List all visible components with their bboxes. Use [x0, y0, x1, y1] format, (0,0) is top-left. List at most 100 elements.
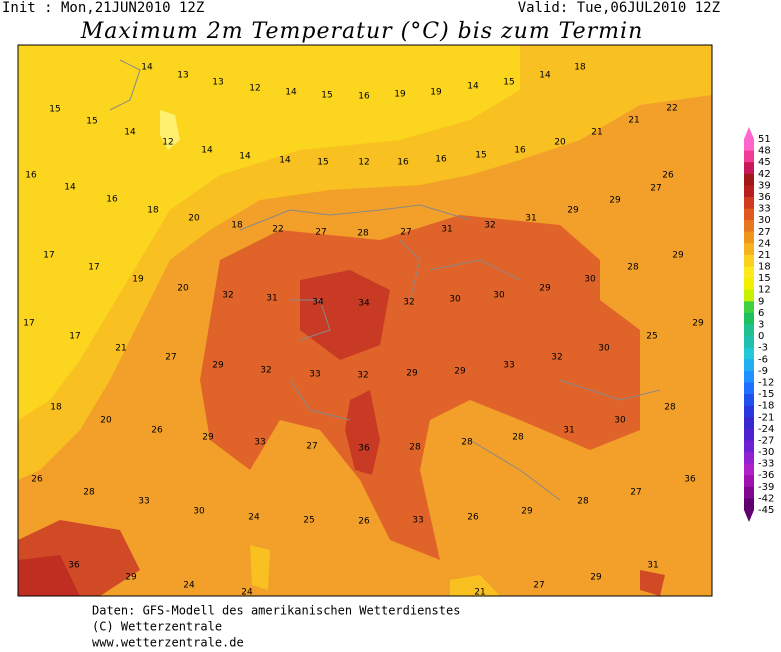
temperature-label: 12 — [162, 138, 173, 148]
temperature-label: 14 — [64, 183, 76, 193]
legend-swatch — [744, 266, 754, 279]
valid-time: Valid: Tue,06JUL2010 12Z — [518, 0, 720, 16]
legend-swatch — [744, 162, 754, 175]
temperature-label: 26 — [31, 475, 43, 485]
temperature-label: 14 — [467, 82, 479, 92]
temperature-label: 36 — [358, 444, 370, 454]
temperature-label: 26 — [662, 171, 674, 181]
legend-swatch — [744, 452, 754, 465]
legend: 51484542393633302724211815129630-3-6-9-1… — [744, 127, 774, 522]
temperature-label: 22 — [666, 104, 677, 114]
legend-label: -39 — [758, 482, 774, 493]
legend-label: 18 — [758, 262, 771, 273]
legend-label: 51 — [758, 134, 771, 145]
hot-zone — [345, 390, 380, 475]
temperature-label: 30 — [584, 275, 596, 285]
temperature-label: 16 — [358, 92, 370, 102]
temperature-label: 15 — [86, 117, 97, 127]
legend-label: -33 — [758, 459, 774, 470]
temperature-label: 27 — [650, 184, 661, 194]
temperature-label: 15 — [49, 105, 60, 115]
temperature-label: 32 — [357, 371, 368, 381]
temperature-label: 27 — [306, 442, 317, 452]
temperature-label: 29 — [539, 284, 551, 294]
temperature-label: 20 — [100, 416, 112, 426]
temperature-label: 18 — [574, 63, 586, 73]
legend-swatch — [744, 150, 754, 163]
temperature-label: 27 — [400, 228, 411, 238]
hot-zone — [300, 270, 390, 360]
hot-zone — [640, 570, 665, 596]
temperature-label: 16 — [25, 171, 37, 181]
temperature-label: 30 — [598, 344, 610, 354]
temperature-label: 15 — [317, 158, 328, 168]
temperature-label: 24 — [248, 513, 260, 523]
temperature-label: 19 — [430, 88, 442, 98]
temperature-label: 14 — [239, 152, 251, 162]
legend-label: -45 — [758, 505, 774, 516]
temperature-label: 14 — [539, 71, 551, 81]
legend-label: -9 — [758, 366, 768, 377]
temperature-label: 20 — [188, 214, 200, 224]
temperature-label: 31 — [441, 225, 452, 235]
legend-swatch — [744, 347, 754, 360]
legend-swatch — [744, 405, 754, 418]
temperature-label: 28 — [409, 443, 421, 453]
temperature-label: 33 — [309, 370, 320, 380]
legend-swatch — [744, 312, 754, 325]
temperature-label: 14 — [279, 156, 291, 166]
temperature-label: 29 — [672, 251, 684, 261]
temperature-label: 24 — [183, 581, 195, 591]
temperature-label: 29 — [590, 573, 602, 583]
temperature-label: 29 — [454, 367, 466, 377]
legend-label: -18 — [758, 401, 774, 412]
legend-swatch — [744, 486, 754, 499]
temperature-label: 24 — [241, 588, 253, 598]
map-frame — [17, 44, 713, 597]
temperature-label: 32 — [403, 298, 414, 308]
temperature-label: 32 — [551, 353, 562, 363]
temperature-label: 14 — [124, 128, 136, 138]
legend-swatch — [744, 428, 754, 441]
temperature-label: 17 — [69, 332, 80, 342]
temperature-label: 16 — [514, 146, 526, 156]
temperature-label: 28 — [461, 438, 473, 448]
legend-label: 24 — [758, 238, 771, 249]
legend-swatch — [744, 196, 754, 210]
temperature-label: 17 — [43, 251, 54, 261]
temperature-label: 16 — [397, 158, 409, 168]
legend-label: -21 — [758, 412, 774, 423]
temperature-label: 21 — [474, 588, 485, 598]
legend-swatch — [744, 301, 754, 314]
temperature-label: 25 — [303, 516, 314, 526]
temperature-label: 21 — [115, 344, 126, 354]
temperature-label: 28 — [512, 433, 524, 443]
legend-label: -6 — [758, 354, 768, 365]
temperature-label: 34 — [358, 299, 370, 309]
legend-label: 27 — [758, 227, 771, 238]
temperature-label: 26 — [358, 517, 370, 527]
legend-label: -12 — [758, 377, 774, 388]
temperature-label: 13 — [177, 71, 188, 81]
temperature-label: 29 — [521, 507, 533, 517]
legend-label: 3 — [758, 320, 764, 331]
temperature-label: 12 — [249, 84, 260, 94]
temperature-label: 18 — [147, 206, 159, 216]
temperature-label: 29 — [406, 369, 418, 379]
temperature-label: 28 — [577, 497, 589, 507]
legend-swatch — [744, 336, 754, 349]
temperature-label: 21 — [628, 116, 639, 126]
temperature-label: 27 — [533, 581, 544, 591]
legend-label: 45 — [758, 157, 771, 168]
temperature-label: 30 — [193, 507, 205, 517]
temperature-label: 21 — [591, 128, 602, 138]
temperature-label: 26 — [467, 513, 479, 523]
temperature-label: 29 — [692, 319, 704, 329]
temperature-label: 14 — [141, 63, 153, 73]
legend-swatch — [744, 220, 754, 233]
temperature-label: 19 — [132, 275, 144, 285]
temperature-label: 28 — [357, 229, 369, 239]
temperature-label: 28 — [627, 263, 639, 273]
legend-swatch — [744, 440, 754, 453]
